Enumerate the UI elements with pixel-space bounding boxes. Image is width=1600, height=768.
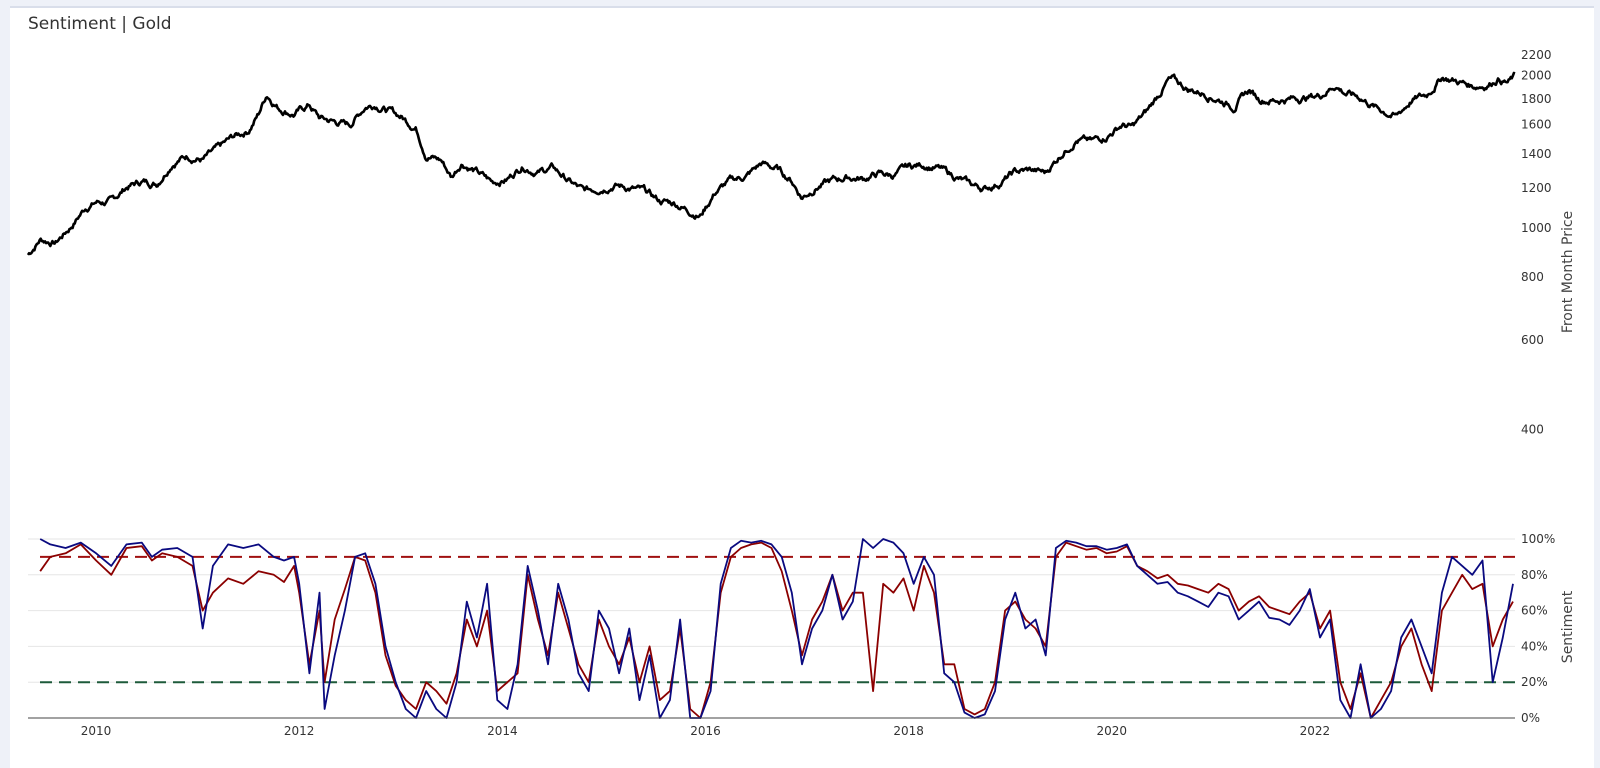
x-tick-label-1: 2012 [284, 724, 315, 738]
x-tick-label-4: 2018 [893, 724, 924, 738]
sentiment-line-0 [39, 541, 1514, 719]
page-title: Sentiment | Gold [28, 14, 172, 34]
x-tick-label-3: 2016 [690, 724, 721, 738]
sentiment-axis-title: Sentiment [1560, 590, 1576, 663]
sentiment-tick-label-0: 0% [1521, 711, 1540, 725]
price-axis-title: Front Month Price [1560, 211, 1576, 333]
price-line [26, 71, 1516, 256]
sentiment-tick-label-2: 40% [1521, 639, 1548, 653]
sentiment-tick-label-4: 80% [1521, 568, 1548, 582]
price-tick-label-7: 1800 [1521, 92, 1552, 106]
sentiment-tick-label-5: 100% [1521, 532, 1555, 546]
x-axis: 2010 2012 2014 2016 2018 2020 2022 [81, 724, 1330, 738]
x-tick-label-0: 2010 [81, 724, 112, 738]
x-tick-label-6: 2022 [1300, 724, 1331, 738]
price-tick-label-8: 2000 [1521, 69, 1552, 83]
chart-card [10, 6, 1594, 768]
price-tick-label-1: 600 [1521, 333, 1544, 347]
sentiment-line-1 [39, 538, 1514, 719]
sentiment-tick-label-3: 60% [1521, 604, 1548, 618]
x-tick-label-5: 2020 [1096, 724, 1127, 738]
price-tick-label-6: 1600 [1521, 118, 1552, 132]
price-tick-label-3: 1000 [1521, 221, 1552, 235]
price-series [26, 71, 1516, 256]
price-y-axis: 400 600 800 1000 1200 1400 1600 1800 2000 2200 [1521, 48, 1552, 437]
price-tick-label-5: 1400 [1521, 147, 1552, 161]
price-tick-label-4: 1200 [1521, 181, 1552, 195]
x-tick-label-2: 2014 [487, 724, 518, 738]
sentiment-tick-label-1: 20% [1521, 675, 1548, 689]
price-tick-label-0: 400 [1521, 422, 1544, 436]
sentiment-y-axis: 0% 20% 40% 60% 80% 100% [1521, 532, 1555, 725]
price-tick-label-2: 800 [1521, 270, 1544, 284]
sentiment-series [39, 538, 1514, 719]
price-tick-label-9: 2200 [1521, 48, 1552, 62]
